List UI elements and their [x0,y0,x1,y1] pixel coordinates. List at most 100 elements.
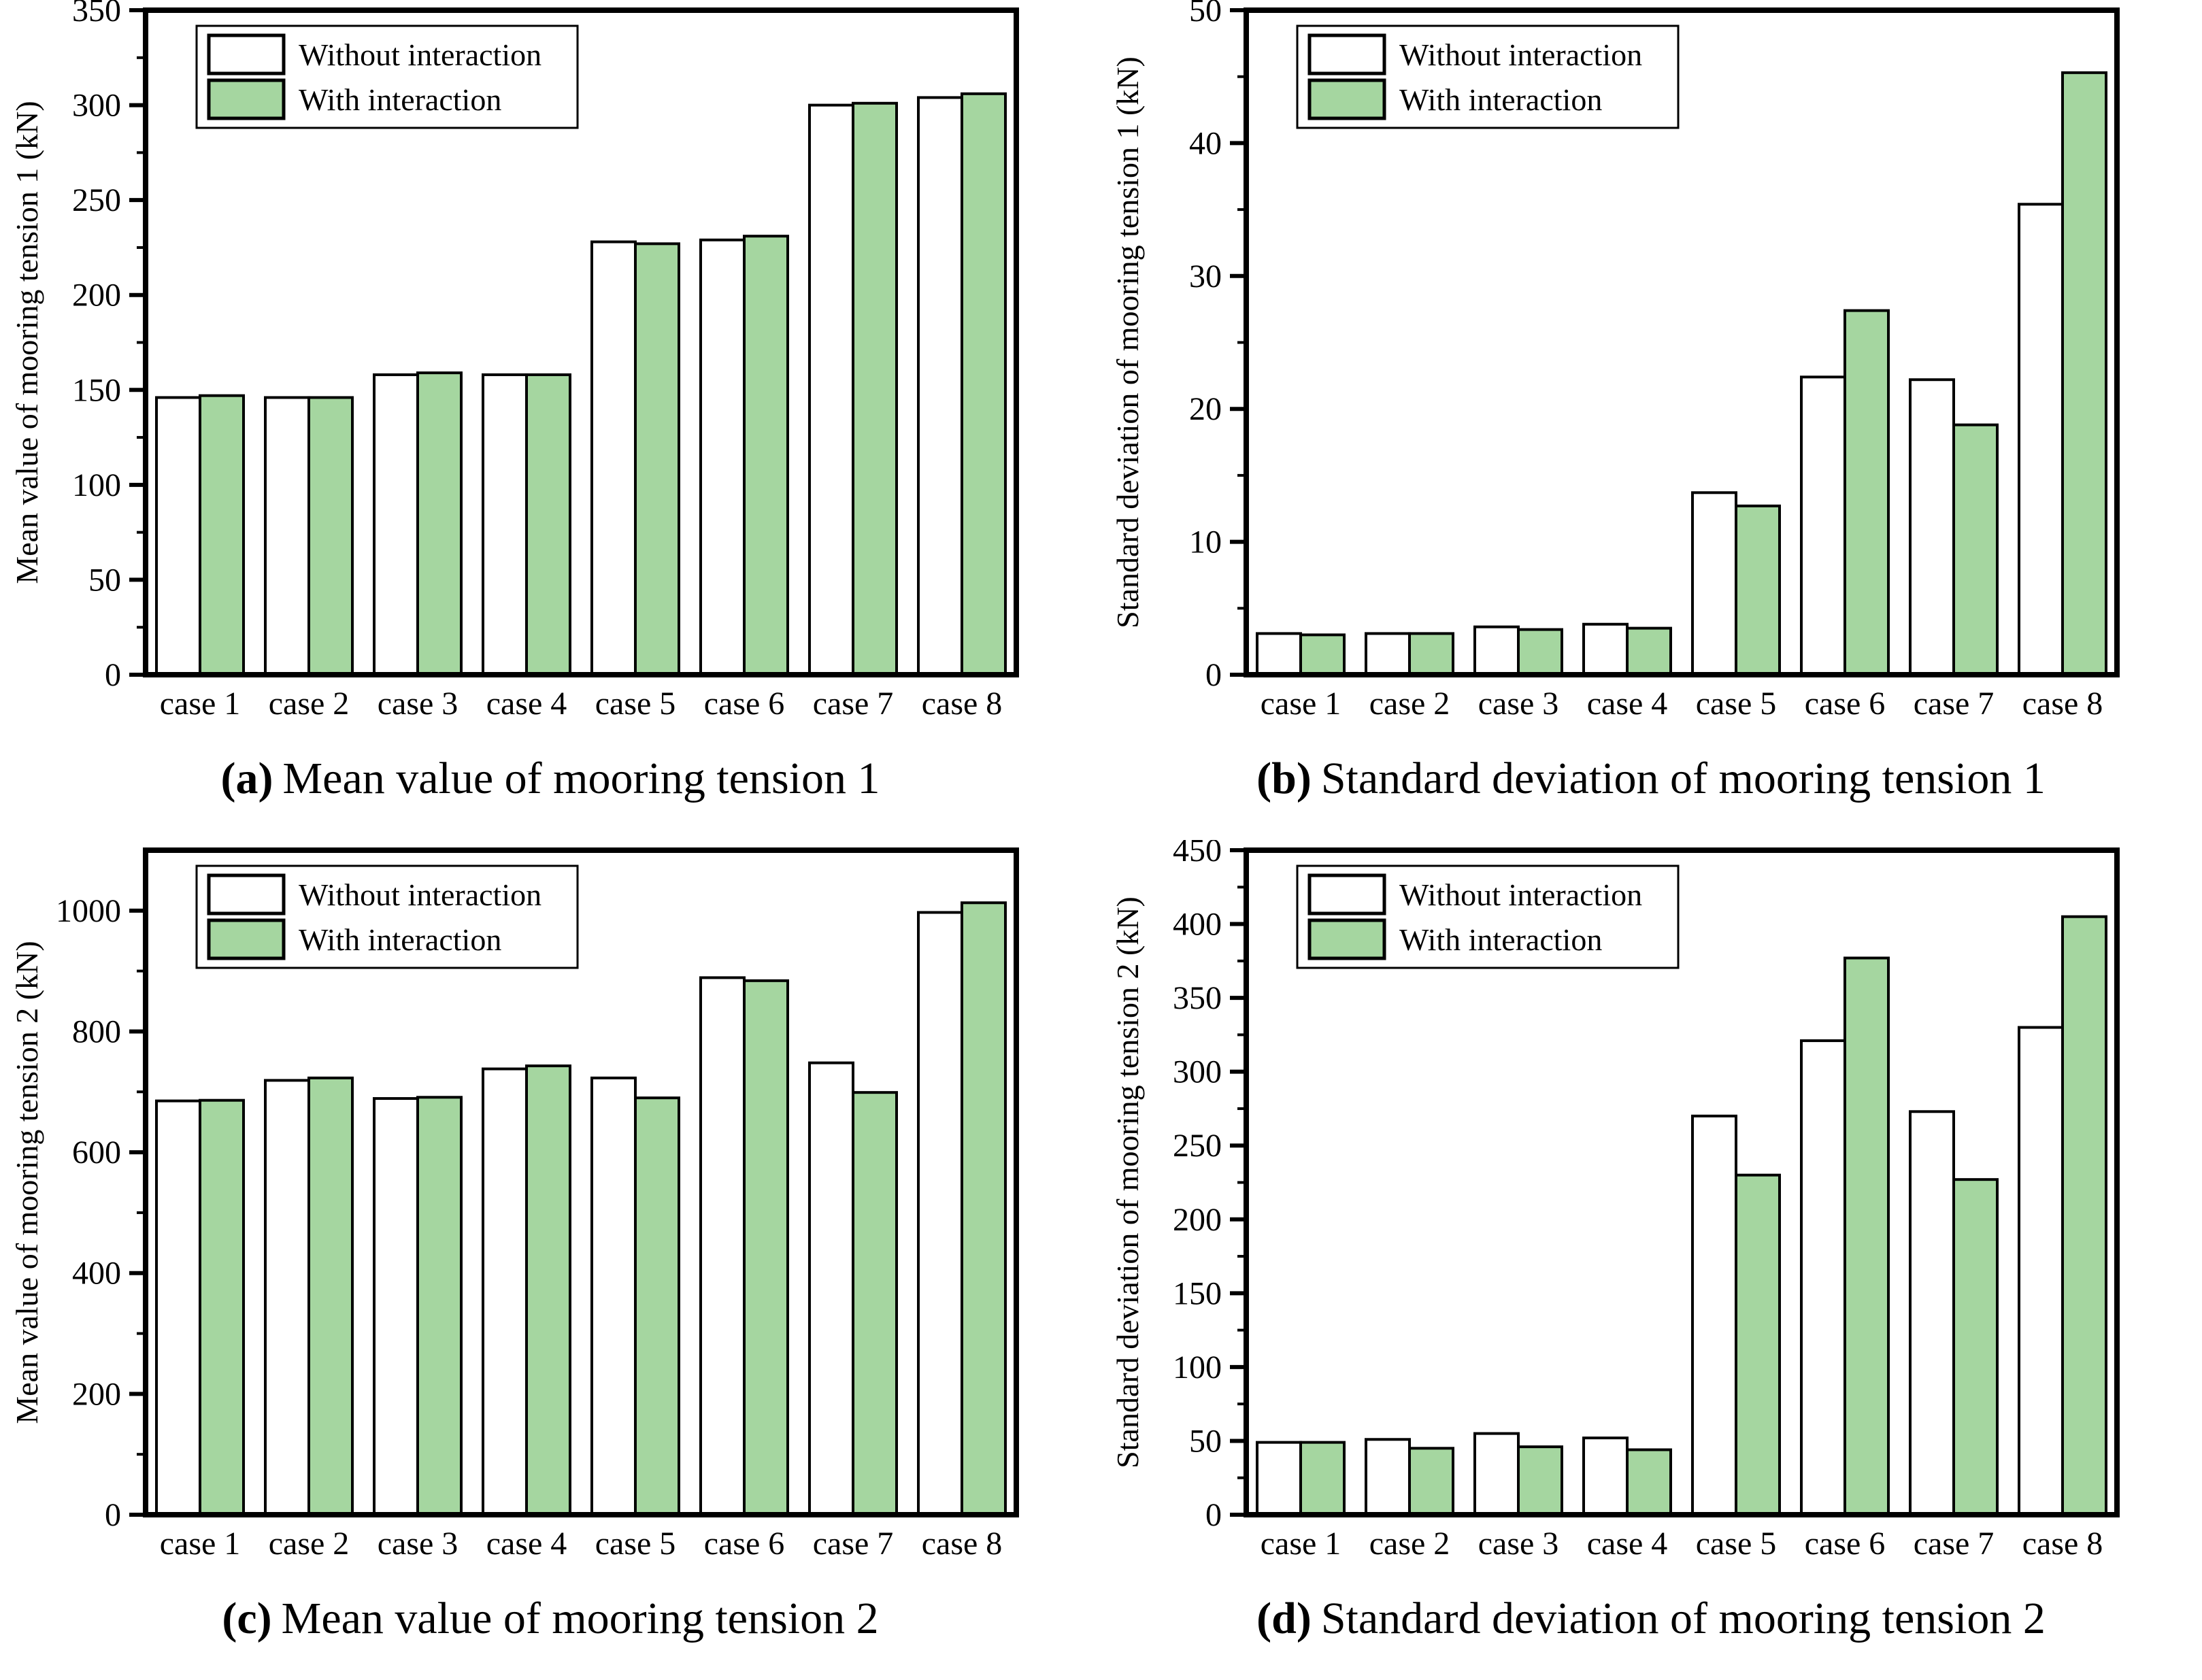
caption-text-b: Standard deviation of mooring tension 1 [1320,754,2046,803]
bar-without-interaction-case-3 [1473,1432,1520,1516]
y-tick-label: 450 [1173,840,1222,869]
x-tick-label: case 5 [1696,1526,1777,1562]
caption-panel-b: (b) Standard deviation of mooring tension… [1101,754,2201,804]
caption-letter-b: (b) [1256,754,1312,803]
panel-c-mean-tension-2: case 1 case 2 case 3 case 4 case 5 case 6 case… [0,840,1101,1680]
bar-with-interaction-case-4 [1626,1448,1672,1517]
bar-with-interaction-case-5 [634,1096,680,1516]
legend-label: With interaction [299,82,501,117]
bar-with-interaction-case-3 [416,371,463,676]
bar-with-interaction-case-2 [1408,632,1454,677]
bar-without-interaction-case-1 [155,396,201,676]
y-tick-label: 350 [1173,980,1222,1016]
y-tick-label: 200 [1173,1202,1222,1238]
bar-with-interaction-case-4 [525,1064,571,1516]
plot-frame [143,7,1019,677]
bar-without-interaction-case-5 [1691,491,1737,676]
caption-letter-a: (a) [220,754,273,803]
bar-without-interaction-case-1 [1256,632,1302,677]
y-tick-label: 100 [1173,1349,1222,1385]
chart-mean-mooring-tension-1: case 1 case 2 case 3 case 4 case 5 case 6 case… [10,0,1019,722]
bar-with-interaction-case-3 [1517,628,1563,677]
y-tick-label: 250 [1173,1128,1222,1164]
bar-with-interaction-case-8 [961,901,1007,1517]
y-tick-label: 40 [1189,125,1222,161]
x-tick-label: case 4 [486,686,567,722]
x-tick-label: case 7 [1914,1526,1995,1562]
y-tick-label: 30 [1189,258,1222,295]
legend-label: Without interaction [1399,37,1642,72]
y-tick-label: 0 [105,657,121,693]
bar-with-interaction-case-3 [416,1096,463,1516]
bar-with-interaction-case-5 [634,242,680,676]
bar-without-interaction-case-2 [1365,632,1411,677]
caption-panel-c: (c) Mean value of mooring tension 2 [0,1594,1101,1644]
bar-with-interaction-case-7 [852,101,898,676]
legend-swatch-without-interaction [207,873,286,915]
x-tick-label: case 4 [486,1526,567,1562]
bar-without-interaction-case-2 [1365,1438,1411,1516]
bar-without-interaction-case-6 [699,976,746,1516]
bar-with-interaction-case-6 [743,235,789,676]
bar-without-interaction-case-3 [373,1097,419,1516]
x-tick-label: case 3 [1478,686,1559,722]
bar-with-interaction-case-4 [525,373,571,676]
bar-with-interaction-case-7 [1952,423,1999,676]
x-tick-label: case 6 [704,1526,785,1562]
bar-with-interaction-case-3 [1517,1445,1563,1517]
x-tick-label: case 1 [1261,1526,1341,1562]
x-tick-label: case 6 [1805,1526,1886,1562]
x-tick-label: case 6 [704,686,785,722]
legend-label: Without interaction [299,877,541,912]
y-tick-label: 250 [72,182,121,218]
x-tick-label: case 6 [1805,686,1886,722]
y-tick-label: 300 [1173,1054,1222,1090]
bar-without-interaction-case-1 [155,1099,201,1516]
y-tick-label: 150 [1173,1275,1222,1311]
bar-without-interaction-case-7 [808,1061,854,1516]
bar-without-interaction-case-6 [699,238,746,676]
x-tick-label: case 7 [813,686,894,722]
plot-frame [1244,847,2120,1517]
panel-d-std-tension-2: case 1 case 2 case 3 case 4 case 5 case 6 case… [1101,840,2202,1680]
y-tick-label: 200 [72,1376,121,1412]
x-tick-label: case 7 [1914,686,1995,722]
bar-without-interaction-case-8 [917,911,963,1516]
y-tick-label: 10 [1189,524,1222,560]
x-tick-label: case 3 [1478,1526,1559,1562]
x-tick-label: case 2 [1369,1526,1450,1562]
bar-without-interaction-case-5 [1691,1114,1737,1516]
x-tick-label: case 1 [1261,686,1341,722]
x-tick-label: case 2 [269,686,350,722]
bar-without-interaction-case-2 [264,1079,310,1516]
bar-without-interaction-case-6 [1800,1039,1846,1517]
y-tick-label: 400 [72,1256,121,1292]
bar-with-interaction-case-1 [1299,1441,1346,1516]
panel-b-std-tension-1: case 1 case 2 case 3 case 4 case 5 case 6 case… [1101,0,2202,840]
x-tick-label: case 8 [2022,686,2103,722]
bar-with-interaction-case-1 [199,394,245,676]
caption-text-d: Standard deviation of mooring tension 2 [1320,1594,2046,1643]
x-tick-label: case 4 [1587,1526,1668,1562]
x-tick-label: case 5 [595,686,676,722]
bar-with-interaction-case-8 [2061,71,2107,676]
y-tick-label: 300 [72,88,121,124]
legend-swatch-with-interaction [1307,918,1386,960]
bar-without-interaction-case-3 [373,373,419,676]
bar-without-interaction-case-4 [1582,1437,1629,1517]
legend-label: With interaction [1399,82,1602,117]
plot-frame [1244,7,2120,677]
x-tick-label: case 8 [922,1526,1003,1562]
y-axis-label: Standard deviation of mooring tension 2 … [1110,896,1145,1468]
legend-label: Without interaction [1399,877,1642,912]
caption-panel-d: (d) Standard deviation of mooring tension… [1101,1594,2201,1644]
panel-a-mean-tension-1: case 1 case 2 case 3 case 4 case 5 case 6 case… [0,0,1101,840]
legend-swatch-without-interaction [1307,33,1386,75]
legend-swatch-with-interaction [207,78,286,120]
caption-letter-c: (c) [222,1594,272,1643]
bar-with-interaction-case-2 [307,396,354,676]
x-tick-label: case 5 [1696,686,1777,722]
bar-with-interaction-case-4 [1626,626,1672,676]
caption-panel-a: (a) Mean value of mooring tension 1 [0,754,1101,804]
bar-without-interaction-case-5 [590,240,637,677]
